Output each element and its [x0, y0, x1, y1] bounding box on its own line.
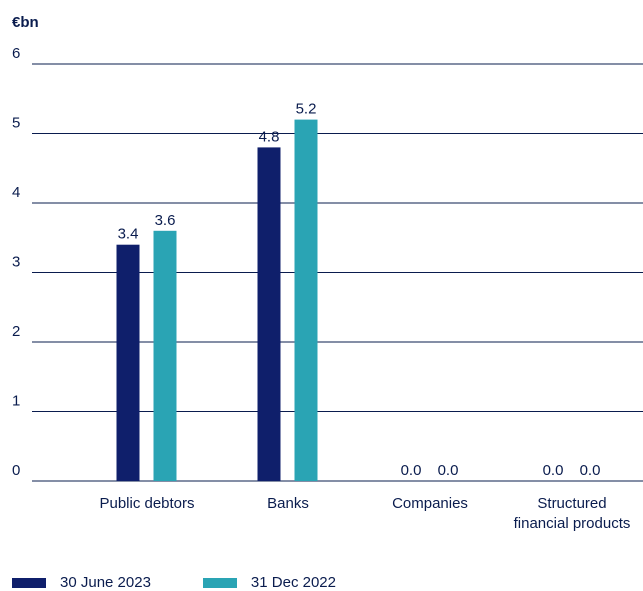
- x-axis-categories: Public debtors Banks Companies Structured fi…: [99, 495, 630, 532]
- x-tick-label: Public debtors: [99, 495, 194, 512]
- x-tick-label: financial products: [514, 515, 631, 532]
- data-label: 0.0: [543, 462, 564, 479]
- y-tick-label: 4: [12, 184, 20, 201]
- y-axis-unit-label: €bn: [12, 14, 39, 31]
- bar: [294, 119, 318, 481]
- legend: 30 June 2023 31 Dec 2022: [12, 574, 388, 591]
- data-label: 3.4: [118, 226, 139, 243]
- y-tick-label: 0: [12, 462, 20, 479]
- y-tick-label: 2: [12, 323, 20, 340]
- data-label: 0.0: [438, 462, 459, 479]
- x-tick-label: Companies: [392, 495, 468, 512]
- data-label: 0.0: [580, 462, 601, 479]
- y-tick-label: 3: [12, 254, 20, 271]
- legend-item-series-2: 31 Dec 2022: [202, 574, 336, 591]
- data-label: 5.2: [296, 101, 317, 118]
- y-tick-label: 1: [12, 393, 20, 410]
- bars: [116, 119, 318, 481]
- y-tick-label: 5: [12, 115, 20, 132]
- data-label: 4.8: [259, 128, 280, 145]
- y-tick-label: 6: [12, 45, 20, 62]
- data-labels: 3.4 3.6 4.8 5.2 0.0 0.0 0.0 0.0: [118, 101, 601, 479]
- bar: [116, 244, 140, 481]
- legend-swatch-series-2: [202, 577, 237, 588]
- bar: [153, 230, 177, 481]
- y-axis-ticks: 0 1 2 3 4 5 6: [12, 45, 20, 479]
- legend-label-series-2: 31 Dec 2022: [250, 574, 336, 591]
- x-tick-label: Structured: [537, 495, 606, 512]
- legend-label-series-1: 30 June 2023: [60, 574, 151, 591]
- legend-swatch-series-1: [12, 577, 46, 588]
- legend-item-series-1: 30 June 2023: [12, 574, 151, 591]
- data-label: 3.6: [155, 212, 176, 229]
- bar: [257, 147, 281, 481]
- x-tick-label: Banks: [267, 495, 309, 512]
- data-label: 0.0: [401, 462, 422, 479]
